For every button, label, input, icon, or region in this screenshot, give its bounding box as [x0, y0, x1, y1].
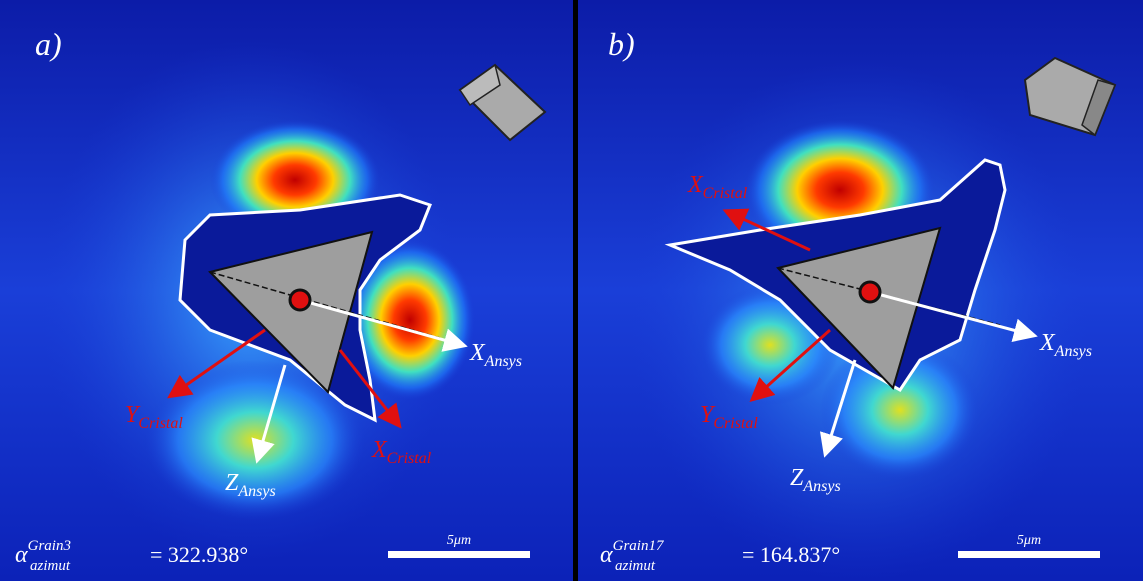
panel-b: b) XAnsys ZAnsys YCristal XCristal αGrai… — [578, 0, 1143, 581]
scale-bar — [388, 551, 530, 558]
cube — [1023, 56, 1117, 137]
center-dot — [288, 288, 312, 312]
axis-label: XCristal — [371, 437, 432, 467]
angle-label: αGrain3 azimut = 322.938° — [15, 538, 248, 574]
scale-label: 5μm — [447, 533, 471, 548]
arrow — [869, 290, 1038, 342]
axis-label: YCristal — [125, 402, 183, 432]
axis-label: XAnsys — [469, 340, 522, 370]
arrow — [722, 208, 811, 252]
triangle — [776, 226, 942, 390]
arrow — [819, 359, 857, 458]
scale-label: 5μm — [1017, 533, 1041, 548]
panel-label: b) — [608, 26, 635, 62]
hotspot — [820, 340, 980, 480]
axis-label: XCristal — [687, 172, 748, 202]
axis-label: YCristal — [700, 402, 758, 432]
panel-label: a) — [35, 26, 62, 62]
cube — [458, 63, 547, 142]
divider — [573, 0, 578, 581]
axis-label: XAnsys — [1039, 330, 1092, 360]
axis-label: ZAnsys — [225, 470, 276, 500]
angle-label: αGrain17 azimut = 164.837° — [600, 538, 840, 574]
panel-a: a) XAnsys ZAnsys YCristal XCristal αGrai… — [0, 0, 573, 581]
arrow — [338, 349, 402, 429]
center-dot — [858, 280, 882, 304]
arrow — [251, 364, 287, 464]
scale-bar — [958, 551, 1100, 558]
arrow — [299, 298, 468, 352]
hotspot — [345, 240, 475, 400]
axis-label: ZAnsys — [790, 465, 841, 495]
arrow — [749, 328, 832, 403]
arrow — [167, 328, 266, 399]
